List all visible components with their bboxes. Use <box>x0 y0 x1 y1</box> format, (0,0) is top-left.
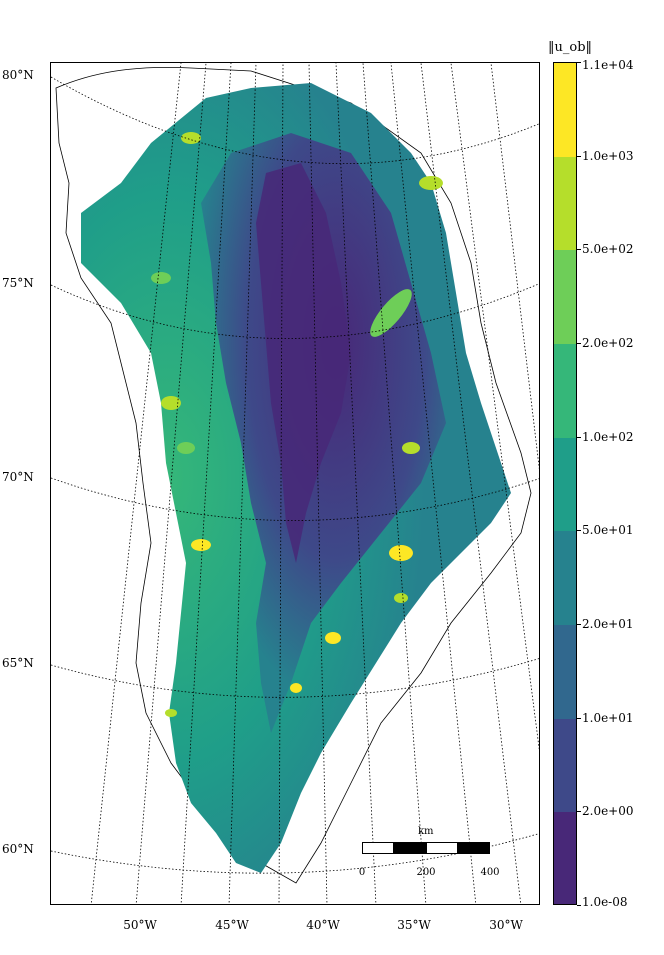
scalebar-tick-400: 400 <box>480 867 500 878</box>
colorbar-tick-label: 2.0e+01 <box>582 617 634 631</box>
lon-label-35: 35°W <box>397 918 431 932</box>
lat-label-60: 60°N <box>2 842 34 856</box>
colorbar-tick-label: 1.0e-08 <box>582 895 628 909</box>
lat-label-70: 70°N <box>2 470 34 484</box>
lat-label-75: 75°N <box>2 276 34 290</box>
outlet-glaciers <box>151 132 443 717</box>
colorbar-tick <box>577 343 581 344</box>
scalebar-segment <box>426 842 458 854</box>
lat-label-65: 65°N <box>2 656 34 670</box>
colorbar-tick-label: 5.0e+02 <box>582 242 634 257</box>
colorbar-tick <box>577 717 581 719</box>
colorbar-band <box>554 250 576 345</box>
colorbar-band <box>554 718 576 814</box>
scalebar-segment <box>362 842 394 854</box>
ice-divide <box>256 163 351 563</box>
scalebar <box>362 842 490 854</box>
map-panel <box>50 62 540 905</box>
colorbar-tick <box>577 249 581 251</box>
scalebar-tick-0: 0 <box>358 867 366 878</box>
colorbar-tick <box>577 905 581 906</box>
colorbar-tick-label: 2.0e+02 <box>582 336 634 350</box>
colorbar-tick-label: 2.0e+00 <box>582 804 634 819</box>
greenland-velocity-map <box>51 63 539 904</box>
lon-label-30: 30°W <box>489 918 523 932</box>
colorbar-tick <box>577 530 581 532</box>
colorbar-tick <box>577 624 581 625</box>
colorbar-tick <box>577 62 581 63</box>
colorbar-band <box>554 531 576 626</box>
lat-label-80: 80°N <box>2 68 34 82</box>
colorbar-tick-label: 1.1e+04 <box>582 58 634 72</box>
graticule <box>51 63 539 904</box>
colorbar-band <box>554 63 576 158</box>
scalebar-tick-200: 200 <box>416 867 436 878</box>
scalebar-segment <box>394 842 426 854</box>
colorbar-tick <box>577 811 581 813</box>
colorbar-tick-label: 1.0e+03 <box>582 148 634 163</box>
colorbar-band <box>554 812 576 904</box>
colorbar-band <box>554 625 576 720</box>
colorbar-tick-label: 1.0e+01 <box>582 710 634 725</box>
lon-label-40: 40°W <box>306 918 340 932</box>
scalebar-segment <box>458 842 490 854</box>
colorbar-band <box>554 344 576 439</box>
colorbar-tick <box>577 155 581 157</box>
lon-label-50: 50°W <box>123 918 157 932</box>
scalebar-unit: km <box>418 826 434 837</box>
colorbar-tick-label: 5.0e+01 <box>582 523 634 538</box>
colorbar-tick-label: 1.0e+02 <box>582 429 634 444</box>
colorbar-tick <box>577 436 581 438</box>
colorbar-band <box>554 437 576 533</box>
colorbar-band <box>554 156 576 252</box>
lon-label-45: 45°W <box>215 918 249 932</box>
colorbar-title: ‖u_ob‖ <box>548 40 593 55</box>
colorbar <box>553 62 577 905</box>
